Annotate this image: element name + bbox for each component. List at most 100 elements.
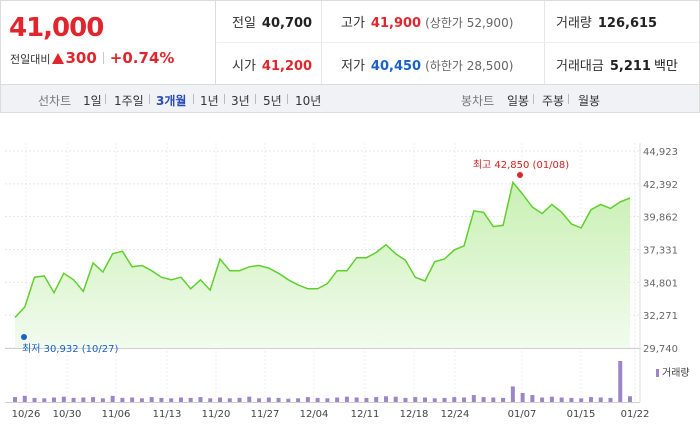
volume-bar bbox=[52, 397, 57, 402]
volume-bar bbox=[91, 397, 96, 402]
volume-bar bbox=[374, 397, 379, 402]
volume-bar bbox=[579, 398, 584, 402]
volume-bar bbox=[588, 397, 593, 402]
volume-bar bbox=[501, 397, 506, 402]
volume-bar bbox=[442, 397, 447, 402]
stat-low: 저가 40,450 (하한가 28,500) bbox=[341, 55, 513, 74]
x-tick-label: 10/26 bbox=[12, 409, 41, 420]
volume-bar bbox=[510, 386, 515, 402]
volume-label: 거래량 bbox=[662, 367, 690, 379]
stat-label: 전일 bbox=[232, 16, 256, 31]
tab-5y[interactable]: 5년 bbox=[263, 94, 282, 108]
volume-legend-swatch bbox=[656, 369, 659, 377]
x-tick-label: 11/13 bbox=[153, 409, 182, 420]
x-tick-label: 12/11 bbox=[351, 409, 380, 420]
tab-1w[interactable]: 1주일 bbox=[114, 94, 144, 108]
volume-bar bbox=[520, 392, 525, 402]
lower-limit: (하한가 28,500) bbox=[425, 59, 514, 73]
stat-volume: 거래량 126,615 bbox=[556, 12, 657, 31]
volume-bar bbox=[423, 397, 427, 402]
y-tick-label: 39,862 bbox=[643, 213, 678, 224]
tab-1y[interactable]: 1년 bbox=[200, 94, 219, 108]
volume-bar bbox=[569, 397, 574, 402]
volume-bar bbox=[42, 398, 47, 402]
volume-bar bbox=[354, 397, 359, 402]
tab-1d[interactable]: 1일 bbox=[83, 94, 102, 108]
price-change-row: 전일대비 300 +0.74% bbox=[10, 49, 174, 67]
tab-3y[interactable]: 3년 bbox=[231, 94, 250, 108]
x-tick-label: 01/07 bbox=[508, 409, 537, 420]
volume-bar bbox=[413, 397, 418, 402]
volume-bar bbox=[305, 397, 310, 402]
volume-bar bbox=[403, 397, 408, 402]
price-chart[interactable]: 44,923 42,392 39,862 37,331 34,801 32,271 29,7… bbox=[0, 113, 700, 433]
stat-label: 거래량 bbox=[556, 16, 592, 31]
x-tick-label: 12/24 bbox=[441, 409, 470, 420]
x-tick-label: 11/27 bbox=[251, 409, 280, 420]
current-price: 41,000 bbox=[9, 13, 104, 43]
volume-bar bbox=[276, 397, 281, 402]
volume-bar bbox=[110, 395, 115, 402]
high-marker bbox=[517, 172, 523, 178]
x-tick-label: 12/18 bbox=[400, 409, 429, 420]
tab-weekly[interactable]: 주봉 bbox=[542, 94, 565, 108]
divider bbox=[568, 94, 569, 104]
tab-10y[interactable]: 10년 bbox=[295, 94, 322, 108]
volume-bar bbox=[608, 397, 613, 402]
chart-canvas: 44,923 42,392 39,862 37,331 34,801 32,271 29,7… bbox=[5, 143, 690, 420]
tab-monthly[interactable]: 월봉 bbox=[578, 94, 601, 108]
x-tick-label: 12/04 bbox=[300, 409, 329, 420]
stat-label: 거래대금 bbox=[556, 59, 604, 74]
volume-bar bbox=[178, 397, 183, 402]
price-area bbox=[15, 182, 630, 348]
stat-label: 저가 bbox=[341, 59, 365, 74]
volume-bar bbox=[628, 396, 632, 402]
divider bbox=[102, 52, 104, 64]
y-tick-label: 29,740 bbox=[643, 344, 678, 355]
volume-bar bbox=[462, 397, 467, 402]
tab-daily[interactable]: 일봉 bbox=[507, 94, 530, 108]
volume-bar bbox=[540, 397, 545, 402]
volume-bar bbox=[13, 397, 17, 402]
volume-bar bbox=[432, 398, 437, 402]
price-header: 41,000 전일대비 300 +0.74% 전일 40,700 고가 41,900 (상… bbox=[0, 0, 700, 85]
y-tick-label: 32,271 bbox=[643, 311, 678, 322]
volume-bar bbox=[100, 398, 105, 402]
stat-unit: 백만 bbox=[653, 59, 678, 74]
x-tick-label: 11/20 bbox=[202, 409, 231, 420]
volume-bar bbox=[159, 397, 164, 402]
volume-bar bbox=[227, 398, 232, 402]
volume-bar bbox=[335, 397, 340, 402]
y-tick-label: 44,923 bbox=[643, 147, 678, 158]
volume-bar bbox=[491, 397, 496, 402]
divider bbox=[149, 94, 150, 104]
stat-value: 40,450 bbox=[370, 59, 422, 74]
high-annotation: 최고 42,850 (01/08) bbox=[473, 159, 569, 171]
upper-limit: (상한가 52,900) bbox=[425, 16, 514, 30]
volume-bar bbox=[139, 398, 144, 402]
volume-bar bbox=[481, 397, 486, 402]
volume-bar bbox=[286, 398, 291, 402]
volume-bar bbox=[618, 361, 623, 402]
volume-bar bbox=[237, 397, 242, 402]
volume-bar bbox=[81, 397, 86, 402]
y-tick-label: 37,331 bbox=[643, 246, 678, 257]
stat-value: 41,200 bbox=[261, 59, 313, 74]
stat-prev-close: 전일 40,700 bbox=[232, 12, 312, 31]
volume-bar bbox=[120, 397, 125, 402]
change-value: 300 bbox=[65, 49, 97, 67]
divider bbox=[533, 94, 534, 104]
volume-bar bbox=[218, 397, 222, 402]
change-label: 전일대비 bbox=[10, 53, 51, 66]
volume-bar bbox=[559, 397, 564, 402]
volume-bar bbox=[393, 396, 398, 402]
volume-bar bbox=[208, 398, 213, 402]
volume-bar bbox=[188, 397, 193, 402]
volume-bar bbox=[198, 397, 203, 402]
volume-bar bbox=[549, 396, 554, 402]
volume-bar bbox=[169, 398, 174, 402]
tab-3m[interactable]: 3개월 bbox=[156, 94, 187, 108]
divider bbox=[193, 94, 194, 104]
low-marker bbox=[21, 334, 27, 340]
y-tick-label: 42,392 bbox=[643, 180, 678, 191]
